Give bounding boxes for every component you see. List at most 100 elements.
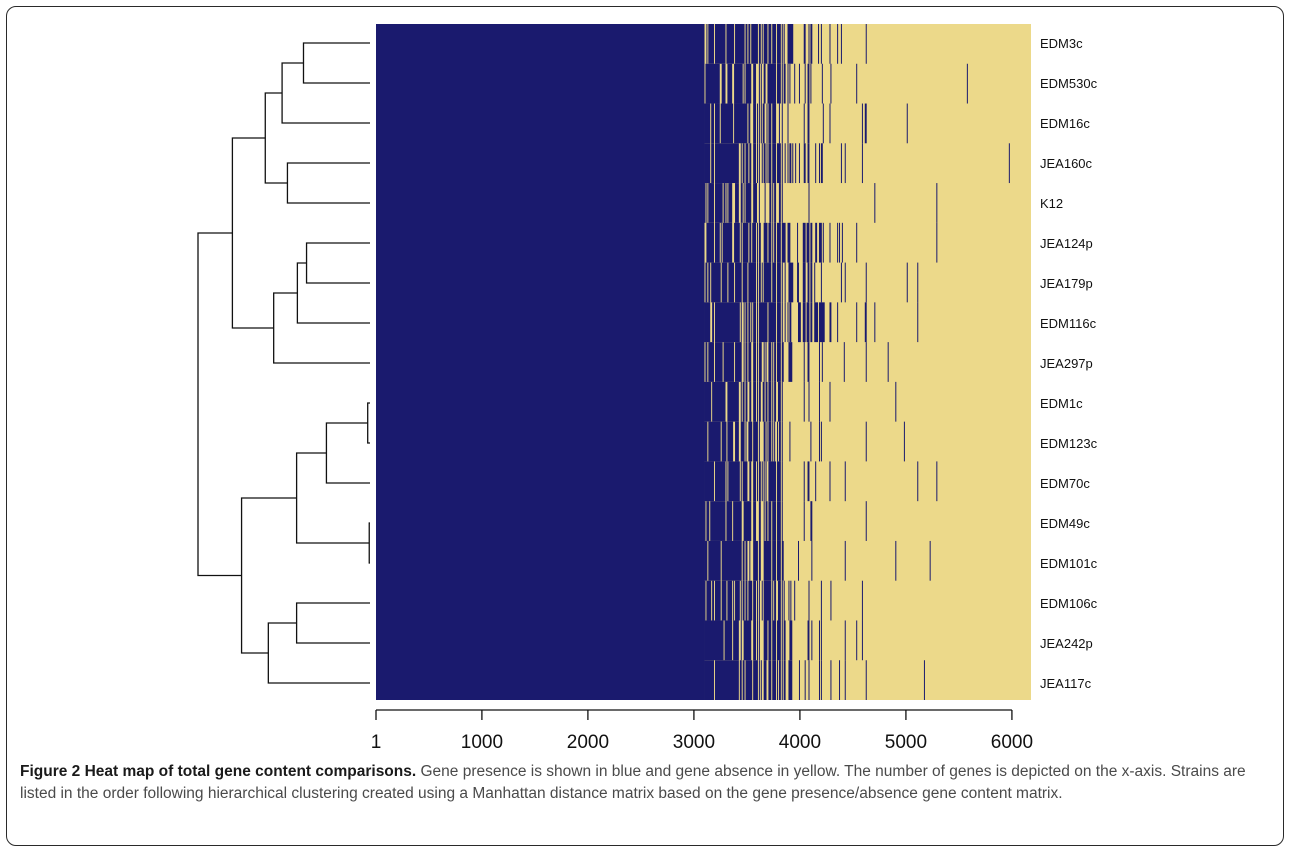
presence-cell [779, 104, 780, 144]
presence-cell [746, 382, 748, 422]
presence-cell [705, 660, 715, 700]
presence-cell [789, 422, 790, 462]
presence-cell [705, 64, 719, 104]
presence-cell [805, 660, 806, 700]
presence-cell [759, 660, 760, 700]
presence-cell [721, 223, 722, 263]
presence-cell [810, 64, 811, 104]
presence-cell [766, 342, 767, 382]
presence-cell [749, 461, 751, 501]
presence-cell [789, 302, 791, 342]
presence-cell [788, 104, 789, 144]
presence-cell [777, 64, 781, 104]
presence-cell [735, 342, 742, 382]
presence-cell [819, 422, 820, 462]
dendrogram-branch [297, 263, 370, 323]
presence-cell [839, 660, 840, 700]
presence-cell [819, 143, 820, 183]
presence-cell [778, 382, 781, 422]
presence-cell [764, 581, 772, 621]
presence-cell [759, 342, 762, 382]
presence-cell [741, 382, 742, 422]
presence-cell [866, 501, 867, 541]
strain-labels: EDM3cEDM530cEDM16cJEA160cK12JEA124pJEA17… [1040, 36, 1098, 691]
presence-cell [772, 422, 773, 462]
presence-cell [815, 461, 816, 501]
presence-cell [792, 143, 793, 183]
presence-cell [715, 461, 725, 501]
presence-cell [711, 143, 714, 183]
presence-cell [819, 223, 822, 263]
presence-cell [804, 24, 806, 64]
dendrogram-branch [307, 243, 370, 283]
presence-cell [782, 382, 783, 422]
presence-cell [798, 302, 801, 342]
presence-cell [706, 24, 707, 64]
presence-cell [757, 461, 758, 501]
presence-cell [715, 302, 740, 342]
presence-cell [785, 302, 786, 342]
presence-cell [888, 342, 889, 382]
presence-cell [743, 223, 749, 263]
presence-cell [799, 64, 800, 104]
presence-cell [744, 342, 745, 382]
presence-cell [705, 302, 711, 342]
presence-cell [712, 581, 714, 621]
presence-cell [705, 342, 707, 382]
heatmap-grid [376, 24, 1031, 700]
presence-cell [782, 660, 783, 700]
presence-cell [766, 461, 767, 501]
presence-cell [821, 620, 822, 660]
presence-cell [705, 104, 711, 144]
presence-cell [753, 342, 756, 382]
presence-cell [815, 223, 817, 263]
presence-cell [744, 302, 745, 342]
presence-cell [741, 223, 742, 263]
presence-cell [784, 581, 785, 621]
x-tick-label: 1000 [461, 732, 503, 753]
presence-cell [746, 541, 748, 581]
dendrogram-branch [297, 603, 370, 643]
presence-cell [763, 104, 765, 144]
presence-cell [777, 342, 781, 382]
presence-cell [733, 501, 742, 541]
dendrogram-branch [232, 138, 273, 328]
presence-cell [798, 541, 799, 581]
presence-cell [748, 302, 750, 342]
presence-cell [811, 541, 812, 581]
presence-cell [708, 541, 720, 581]
presence-cell [734, 64, 743, 104]
presence-cell [722, 263, 728, 303]
presence-cell [764, 342, 765, 382]
presence-cell [936, 223, 937, 263]
strain-label: EDM106c [1040, 596, 1098, 611]
presence-cell [765, 183, 766, 223]
presence-cell [930, 541, 931, 581]
presence-cell [790, 581, 791, 621]
presence-cell [804, 382, 805, 422]
presence-cell [715, 581, 721, 621]
presence-cell [759, 461, 761, 501]
presence-cell [753, 541, 758, 581]
presence-cell [768, 501, 771, 541]
presence-cell [811, 620, 812, 660]
presence-cell [749, 541, 750, 581]
presence-cell [743, 143, 745, 183]
dendrogram-branch [326, 423, 370, 483]
strain-label: JEA124p [1040, 236, 1093, 251]
strain-label: EDM101c [1040, 556, 1098, 571]
presence-cell [705, 422, 708, 462]
presence-cell [804, 342, 805, 382]
presence-cell [797, 223, 798, 263]
presence-cell [866, 24, 867, 64]
presence-cell [708, 263, 710, 303]
presence-cell [761, 104, 762, 144]
presence-cell [748, 422, 752, 462]
presence-cell [845, 620, 846, 660]
presence-cell [785, 143, 786, 183]
presence-cell [830, 660, 831, 700]
presence-cell [865, 302, 867, 342]
presence-cell [777, 461, 781, 501]
presence-cell [746, 302, 748, 342]
presence-cell [841, 24, 842, 64]
